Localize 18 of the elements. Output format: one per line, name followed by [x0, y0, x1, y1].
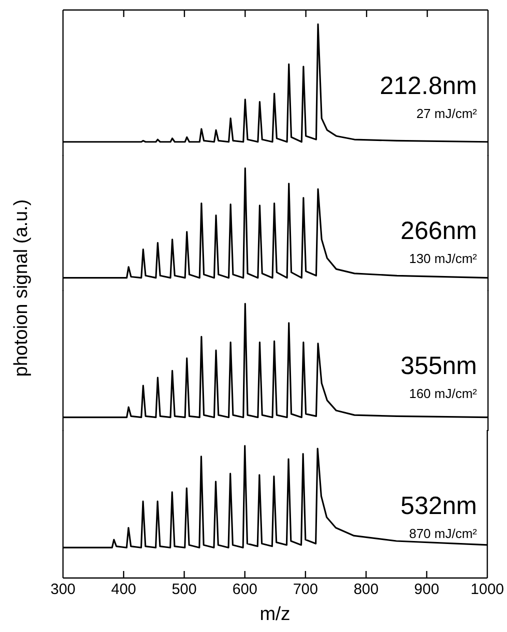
x-axis-title: m/z	[260, 604, 290, 626]
x-tick-label: 700	[292, 581, 318, 598]
annotation: 870 mJ/cm²	[409, 526, 477, 541]
x-tick-label: 1000	[470, 581, 504, 598]
annotation: 266nm	[400, 217, 477, 246]
annotation: 532nm	[400, 492, 477, 521]
x-tick-label: 800	[354, 581, 379, 598]
annotation: 27 mJ/cm²	[416, 106, 477, 121]
y-axis-title: photoion signal (a.u.)	[11, 199, 33, 377]
x-tick-label: 500	[172, 581, 197, 598]
x-tick-label: 900	[414, 581, 440, 598]
annotation: 160 mJ/cm²	[409, 386, 477, 401]
annotation: 212.8nm	[380, 72, 477, 101]
annotation: 355nm	[400, 352, 477, 381]
x-tick-label: 600	[232, 581, 258, 598]
annotation: 130 mJ/cm²	[409, 251, 477, 266]
x-tick-label: 400	[111, 581, 136, 598]
x-tick-label: 300	[50, 581, 76, 598]
